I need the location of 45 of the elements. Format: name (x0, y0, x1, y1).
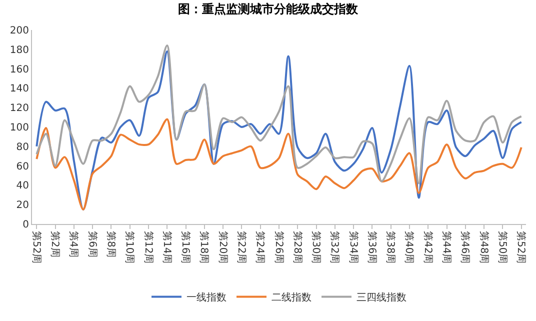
line-series (36, 50, 522, 210)
x-tick-label: 第30周 (310, 231, 322, 264)
x-tick-label: 第2周 (49, 231, 62, 258)
legend-label: 一线指数 (186, 292, 226, 304)
x-tick-label: 第50周 (496, 231, 508, 264)
y-tick-label: 160 (10, 64, 29, 76)
y-tick-label: 80 (16, 142, 29, 153)
x-tick-label: 第48周 (478, 231, 490, 264)
x-tick-label: 第14周 (160, 231, 173, 264)
x-tick-label: 第52周 (30, 231, 42, 264)
x-tick-label: 第32周 (328, 231, 341, 264)
x-tick-label: 第34周 (347, 231, 360, 264)
x-tick-label: 第28周 (291, 231, 304, 264)
x-tick-label: 第36周 (366, 231, 378, 264)
x-tick-label: 第16周 (180, 231, 192, 264)
y-tick-label: 100 (10, 122, 29, 134)
x-tick-label: 第40周 (403, 231, 416, 264)
x-tick-label: 第44周 (440, 231, 453, 264)
x-tick-label: 第18周 (198, 231, 210, 264)
y-tick-label: 140 (10, 84, 29, 95)
line-series (36, 118, 522, 210)
y-tick-label: 200 (10, 26, 29, 36)
y-tick-label: 180 (10, 44, 29, 56)
y-tick-label: 120 (10, 103, 29, 114)
x-tick-label: 第6周 (86, 231, 98, 258)
legend-label: 二线指数 (272, 292, 312, 304)
x-tick-label: 第10周 (124, 231, 136, 264)
x-tick-label: 第12周 (142, 231, 154, 264)
chart-title: 图：重点监测城市分能级成交指数 (178, 2, 359, 16)
y-tick-label: 40 (16, 180, 29, 192)
legend-label: 三四线指数 (356, 292, 406, 304)
y-tick-label: 0 (22, 220, 29, 230)
x-tick-label: 第52周 (515, 231, 528, 264)
y-tick-label: 60 (16, 161, 29, 172)
x-tick-label: 第24周 (254, 231, 266, 264)
x-tick-label: 第46周 (459, 231, 472, 264)
x-tick-label: 第26周 (272, 231, 285, 264)
x-tick-label: 第8周 (104, 231, 117, 258)
x-tick-label: 第22周 (235, 231, 248, 264)
y-tick-label: 20 (16, 200, 29, 212)
x-tick-label: 第42周 (422, 231, 434, 264)
x-tick-label: 第38周 (384, 231, 397, 264)
x-tick-label: 第20周 (216, 231, 229, 264)
line-series (36, 44, 522, 184)
x-tick-label: 第4周 (68, 231, 80, 258)
